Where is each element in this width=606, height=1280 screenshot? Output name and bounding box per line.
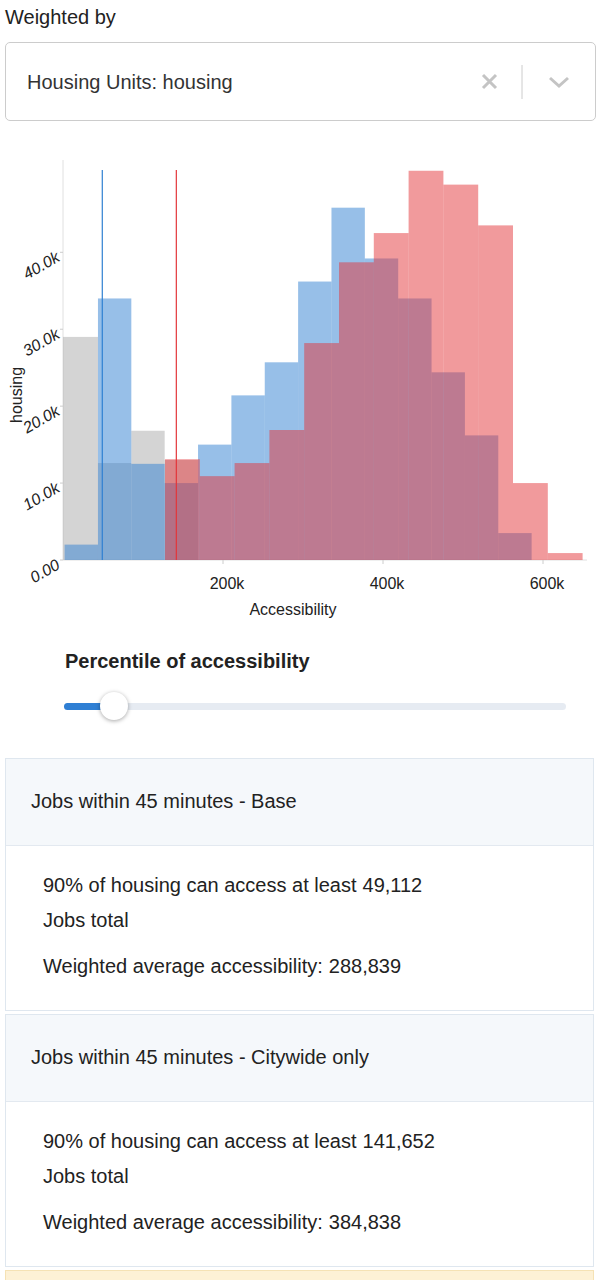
histogram-bar xyxy=(409,171,444,560)
y-tick-label: 10.0k xyxy=(20,478,63,513)
percentile-line xyxy=(176,170,177,560)
x-axis-label: Accessibility xyxy=(249,601,336,618)
histogram-bar xyxy=(65,545,98,560)
y-tick xyxy=(60,329,63,330)
y-tick xyxy=(60,406,63,407)
histogram-bar xyxy=(513,483,548,560)
y-tick xyxy=(60,483,63,484)
percentile-text: 90% of housing can access at least 141,65… xyxy=(43,1130,435,1153)
average-line: Weighted average accessibility: 384,838 xyxy=(43,1211,401,1234)
y-axis-label: housing xyxy=(8,367,25,423)
average-text: Weighted average accessibility: xyxy=(43,1211,323,1233)
select-value[interactable]: Housing Units: housing xyxy=(27,71,233,94)
y-tick-label: 0.00 xyxy=(27,556,63,586)
percentile-unit: Jobs total xyxy=(43,1165,129,1188)
x-tick-label: 200k xyxy=(210,575,246,592)
percentile-phrase: 90% of housing can access at least xyxy=(43,874,357,896)
header-label: Weighted by xyxy=(5,6,116,29)
plot-area xyxy=(63,170,583,560)
average-line: Weighted average accessibility: 288,839 xyxy=(43,955,401,978)
histogram-bar xyxy=(200,476,235,560)
y-tick-label: 40.0k xyxy=(20,248,63,283)
select-icons[interactable] xyxy=(471,43,591,120)
histogram-bar xyxy=(63,337,98,560)
slider-track[interactable] xyxy=(64,703,566,710)
clear-icon xyxy=(483,75,496,88)
card-header: Jobs within 45 minutes - Base xyxy=(6,759,593,846)
dropdown-icon xyxy=(550,78,568,86)
histogram-bar xyxy=(339,262,374,560)
histogram-bar xyxy=(131,431,164,560)
histogram-bar xyxy=(165,459,200,560)
select-box[interactable]: Housing Units: housing xyxy=(5,42,596,121)
percentile-phrase: 90% of housing can access at least xyxy=(43,1130,357,1152)
average-value: 384,838 xyxy=(329,1211,401,1233)
y-tick-label: 20.0k xyxy=(19,402,63,437)
result-card: Jobs within 45 minutes - Base 90% of hous… xyxy=(5,758,594,1011)
x-tick-label: 400k xyxy=(370,575,406,592)
histogram-chart: 200k 400k 600k 0.00 10.0k 20.0k 30.0k 40.0k Acce… xyxy=(0,0,606,630)
y-tick-label: 30.0k xyxy=(20,325,63,360)
histogram-bar xyxy=(478,225,513,560)
result-card: Jobs within 45 minutes - Citywide only 90… xyxy=(5,1014,594,1267)
average-value: 288,839 xyxy=(329,955,401,977)
percentile-text: 90% of housing can access at least 49,112 xyxy=(43,874,422,897)
histogram-bar xyxy=(443,185,478,560)
histogram-bar xyxy=(131,464,164,560)
y-tick xyxy=(60,560,63,561)
histogram-bar xyxy=(235,463,270,560)
percentile-unit: Jobs total xyxy=(43,909,129,932)
histogram-bar xyxy=(304,343,339,560)
card-header: Jobs within 45 minutes - Citywide only xyxy=(6,1015,593,1102)
average-text: Weighted average accessibility: xyxy=(43,955,323,977)
x-tick xyxy=(543,560,544,564)
card-title: Jobs within 45 minutes - Base xyxy=(31,790,297,813)
percentile-value: 141,652 xyxy=(363,1130,435,1152)
histogram-bar xyxy=(374,233,409,560)
histogram-bar xyxy=(98,298,131,560)
y-tick xyxy=(60,252,63,253)
card-title: Jobs within 45 minutes - Citywide only xyxy=(31,1046,369,1069)
x-tick xyxy=(383,560,384,564)
histogram-bar xyxy=(269,430,304,560)
slider-thumb[interactable] xyxy=(100,692,128,720)
histogram-bar xyxy=(548,553,583,560)
percentile-value: 49,112 xyxy=(363,874,423,896)
x-tick-label: 600k xyxy=(530,575,566,592)
x-tick xyxy=(223,560,224,564)
next-card-edge xyxy=(5,1270,594,1280)
slider-label: Percentile of accessibility xyxy=(65,650,310,673)
separator xyxy=(522,65,523,99)
percentile-line xyxy=(102,170,103,560)
